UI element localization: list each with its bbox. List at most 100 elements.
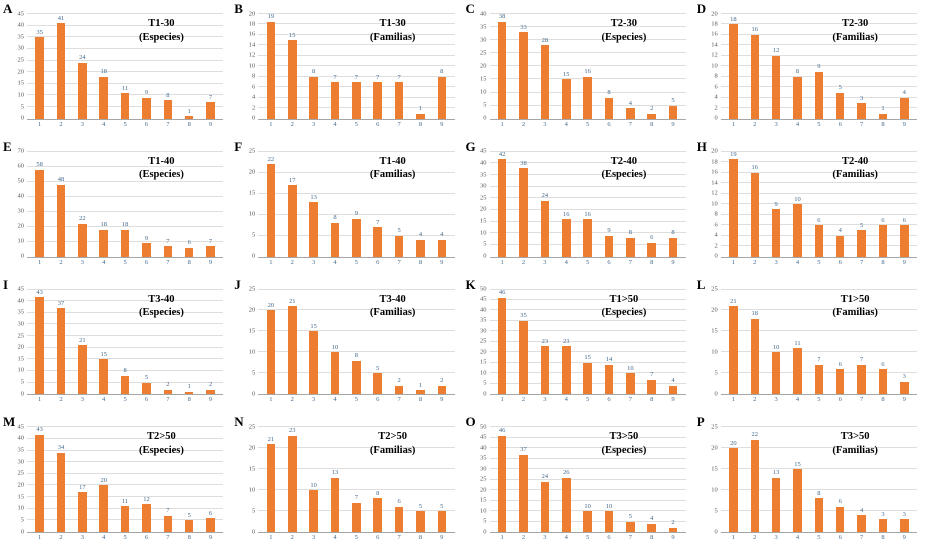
gridline	[258, 23, 455, 25]
bar	[330, 82, 340, 119]
y-axis-tick-label: 20	[248, 443, 256, 451]
x-axis-tick-label: 1	[269, 120, 273, 128]
gridline	[258, 171, 455, 173]
bar	[857, 103, 866, 119]
bar-slot: 15 4	[787, 427, 808, 541]
bar	[416, 113, 425, 119]
y-axis-tick-label: 5	[483, 101, 487, 109]
panel-letter: B	[234, 1, 243, 16]
bar	[352, 502, 361, 532]
bar	[900, 97, 909, 119]
y-axis-tick-label: 10	[248, 348, 256, 356]
y-axis-tick-label: 25	[711, 285, 718, 293]
bar-value-label: 6	[397, 498, 401, 506]
gridline	[720, 161, 917, 163]
bar	[163, 389, 173, 395]
y-axis-tick-label: 5	[483, 240, 487, 248]
bar	[206, 518, 215, 532]
bar-slot: 19 1	[723, 150, 744, 265]
x-axis-tick-label: 6	[838, 258, 842, 266]
bar	[771, 209, 781, 257]
y-axis-tick-label: 20	[711, 306, 718, 314]
y-axis-tick-label: 20	[480, 205, 487, 213]
bar	[288, 306, 297, 395]
bar-value-label: 18	[100, 221, 108, 229]
y-axis-tick-label: 30	[17, 320, 25, 328]
x-axis-tick-label: 3	[80, 534, 85, 541]
bars-group: 20 1 21 2 15 3 10 4 8 5 5 6 2 7 1 8 2 9	[260, 290, 452, 403]
gridline	[489, 468, 686, 470]
y-axis-tick-label: 15	[480, 217, 487, 225]
bar	[99, 485, 109, 532]
bar	[626, 237, 635, 257]
bars-group: 19 1 15 2 8 3 7 4 7 5 7 6 7 7 1 8 8 9	[260, 13, 452, 127]
y-axis-tick-label: 0	[20, 527, 24, 535]
x-axis-tick-label: 2	[290, 258, 294, 266]
y-axis-tick-label: 18	[711, 20, 718, 28]
bar-value-label: 16	[751, 26, 759, 34]
x-axis-tick-label: 8	[187, 258, 191, 266]
gridline	[27, 437, 224, 439]
y-axis-tick-label: 12	[248, 51, 256, 59]
gridline	[27, 426, 224, 428]
bar	[771, 55, 781, 119]
x-axis-tick-label: 1	[269, 396, 273, 404]
bar-slot: 48 2	[50, 152, 71, 265]
bar-value-label: 38	[498, 13, 506, 20]
bar-value-label: 46	[498, 289, 506, 297]
x-axis-tick-label: 8	[187, 396, 191, 404]
chart-panel-g: G 0 5 10 15 20 25 30 35 40 45 42 1 38 2 24 3 16 4 16 5 9 6 8 7 6 8…	[462, 137, 694, 276]
bar	[288, 435, 297, 532]
y-axis-tick-label: 30	[480, 35, 487, 43]
x-axis-tick-label: 7	[397, 534, 401, 541]
x-axis-tick-label: 8	[418, 396, 423, 404]
gridline	[720, 54, 917, 56]
y-axis-tick-label: 8	[252, 72, 256, 80]
y-axis-tick-label: 25	[711, 423, 718, 430]
bars-group: 21 1 23 2 10 3 13 4 7 5 8 6 6 7 5 8 5 9	[260, 427, 452, 541]
bar	[163, 515, 173, 532]
gridline	[489, 208, 686, 210]
bar	[857, 515, 866, 532]
y-axis-tick-label: 14	[248, 41, 256, 49]
chart-title-line2: (Familias)	[369, 169, 416, 181]
bar	[626, 373, 635, 395]
bar	[900, 381, 909, 395]
x-axis-tick-label: 3	[543, 396, 547, 404]
bar	[814, 225, 824, 257]
gridline	[258, 33, 455, 35]
bar-value-label: 16	[584, 210, 591, 218]
x-axis-tick-label: 7	[166, 258, 170, 266]
y-axis-tick-label: 15	[248, 189, 256, 197]
bar	[120, 375, 130, 395]
bar	[519, 454, 528, 532]
bar-slot: 23 4	[556, 290, 577, 403]
bar-slot: 15 5	[577, 290, 598, 403]
y-axis-tick-label: 15	[248, 327, 256, 335]
y-axis-tick-label: 15	[480, 75, 487, 83]
bar-value-label: 19	[730, 150, 737, 158]
y-axis-tick-label: 15	[17, 79, 25, 87]
chart-title: T3-40 (Especies)	[109, 293, 213, 320]
bar-slot: 18 4	[93, 152, 114, 265]
bar-value-label: 8	[671, 229, 675, 237]
bar	[878, 113, 888, 119]
x-axis-tick-label: 5	[585, 258, 590, 266]
bar-value-label: 43	[36, 426, 43, 434]
x-axis-tick-label: 8	[650, 534, 654, 541]
panel-letter: L	[696, 276, 706, 292]
bars-group: 42 1 38 2 24 3 16 4 16 5 9 6 8 7 6 8 8 9	[492, 151, 684, 265]
bar	[56, 452, 66, 532]
bar	[142, 243, 151, 257]
bar-slot: 17 3	[72, 427, 93, 541]
x-axis-tick-label: 6	[376, 534, 380, 541]
y-axis-tick-label: 10	[480, 506, 487, 514]
bar-value-label: 1	[881, 105, 885, 113]
